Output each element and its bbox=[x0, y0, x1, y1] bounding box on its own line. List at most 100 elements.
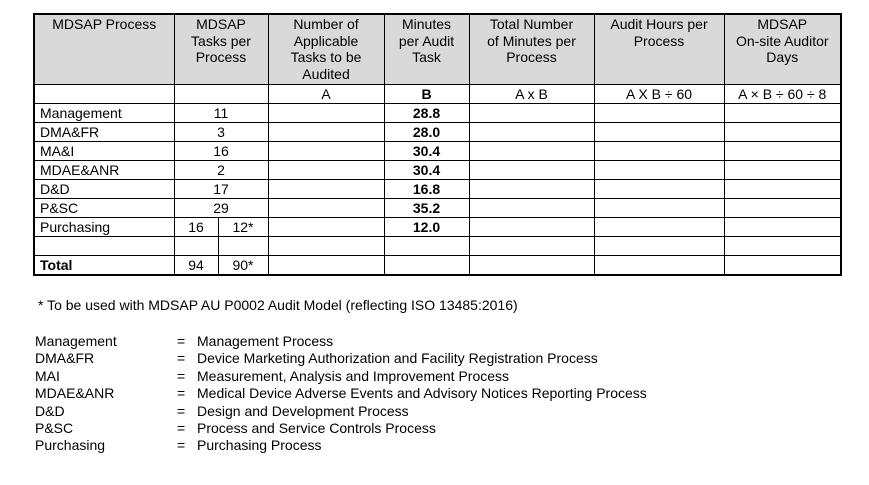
table-row-total: Total 94 90* bbox=[33, 255, 842, 275]
cell-process: Purchasing bbox=[33, 217, 175, 237]
legend-term: MDAE&ANR bbox=[35, 385, 115, 402]
cell-minutes-per-task: 30.4 bbox=[383, 141, 470, 161]
cell-minutes-per-task: 28.8 bbox=[383, 103, 470, 123]
cell-process: Management bbox=[33, 103, 175, 123]
cell-total-minutes bbox=[468, 179, 595, 199]
legend-term: DMA&FR bbox=[35, 350, 95, 367]
cell-minutes-per-task: 28.0 bbox=[383, 122, 470, 142]
legend-equals: = bbox=[177, 333, 186, 349]
legend-definition: Management Process bbox=[197, 333, 334, 349]
legend-term: Purchasing bbox=[35, 437, 106, 454]
cell-applicable-tasks bbox=[267, 122, 385, 142]
col-header-minutes-per-task: Minutes per Audit Task bbox=[383, 13, 470, 85]
mdsap-audit-time-table: MDSAP Process MDSAP Tasks per Process Nu… bbox=[33, 13, 842, 276]
col-header-total-minutes: Total Number of Minutes per Process bbox=[468, 13, 595, 85]
cell-minutes-per-task bbox=[383, 236, 470, 256]
cell-total-minutes bbox=[468, 160, 595, 180]
cell-auditor-days bbox=[723, 198, 842, 218]
cell-total-minutes bbox=[468, 217, 595, 237]
cell-audit-hours bbox=[593, 122, 725, 142]
cell-auditor-days bbox=[723, 141, 842, 161]
legend-row-psc: P&SC = Process and Service Controls Proc… bbox=[35, 420, 647, 437]
cell-applicable-tasks bbox=[267, 236, 385, 256]
cell-auditor-days bbox=[723, 122, 842, 142]
formula-cell-tasks bbox=[173, 84, 269, 104]
cell-process: DMA&FR bbox=[33, 122, 175, 142]
cell-tasks: 16 bbox=[173, 141, 269, 161]
col-header-tasks-per-process: MDSAP Tasks per Process bbox=[173, 13, 269, 85]
cell-tasks-alternate: 12* bbox=[217, 217, 269, 237]
legend-definition: Device Marketing Authorization and Facil… bbox=[197, 350, 598, 367]
legend-equals: = bbox=[177, 385, 186, 402]
cell-audit-hours bbox=[593, 217, 725, 237]
cell-tasks-alternate bbox=[217, 236, 269, 256]
legend-row-dd: D&D = Design and Development Process bbox=[35, 403, 647, 420]
legend-equals: = bbox=[177, 420, 186, 437]
cell-audit-hours bbox=[593, 103, 725, 123]
cell-audit-hours bbox=[593, 141, 725, 161]
cell-total-minutes bbox=[468, 122, 595, 142]
legend-definition: Process and Service Controls Process bbox=[197, 420, 436, 437]
cell-total-minutes bbox=[468, 236, 595, 256]
cell-applicable-tasks bbox=[267, 217, 385, 237]
cell-audit-hours bbox=[593, 236, 725, 256]
table-row-spacer bbox=[33, 236, 842, 256]
legend-row-management: Management = Management Process bbox=[35, 333, 647, 350]
legend-equals: = bbox=[177, 437, 186, 454]
cell-process-total: Total bbox=[33, 255, 175, 275]
abbreviation-legend: Management = Management Process DMA&FR =… bbox=[35, 333, 647, 455]
cell-total-minutes bbox=[468, 103, 595, 123]
formula-cell-process bbox=[33, 84, 175, 104]
legend-row-dmafr: DMA&FR = Device Marketing Authorization … bbox=[35, 350, 647, 367]
col-header-applicable-tasks: Number of Applicable Tasks to be Audited bbox=[267, 13, 385, 85]
formula-cell-applicable-tasks: A bbox=[267, 84, 385, 104]
cell-tasks: 29 bbox=[173, 198, 269, 218]
legend-equals: = bbox=[177, 367, 186, 384]
cell-tasks: 2 bbox=[173, 160, 269, 180]
legend-row-purchasing: Purchasing = Purchasing Process bbox=[35, 437, 647, 454]
footnote-asterisk: * To be used with MDSAP AU P0002 Audit M… bbox=[38, 297, 518, 313]
table-row-dd: D&D 17 16.8 bbox=[33, 179, 842, 199]
table-row-purchasing: Purchasing 16 12* 12.0 bbox=[33, 217, 842, 237]
cell-process: MDAE&ANR bbox=[33, 160, 175, 180]
cell-tasks-alternate: 90* bbox=[217, 255, 269, 275]
cell-tasks-standard: 16 bbox=[173, 217, 219, 237]
cell-process bbox=[33, 236, 175, 256]
cell-audit-hours bbox=[593, 179, 725, 199]
cell-applicable-tasks bbox=[267, 198, 385, 218]
cell-minutes-per-task: 12.0 bbox=[383, 217, 470, 237]
cell-audit-hours bbox=[593, 160, 725, 180]
table-row-psc: P&SC 29 35.2 bbox=[33, 198, 842, 218]
cell-tasks: 17 bbox=[173, 179, 269, 199]
cell-total-minutes bbox=[468, 255, 595, 275]
cell-applicable-tasks bbox=[267, 255, 385, 275]
legend-equals: = bbox=[177, 350, 186, 367]
cell-audit-hours bbox=[593, 198, 725, 218]
table-row-dmafr: DMA&FR 3 28.0 bbox=[33, 122, 842, 142]
legend-term: MAI bbox=[35, 367, 60, 384]
formula-cell-total-minutes: A x B bbox=[468, 84, 595, 104]
legend-definition: Design and Development Process bbox=[197, 402, 409, 419]
cell-total-minutes bbox=[468, 198, 595, 218]
legend-row-mai: MAI = Measurement, Analysis and Improvem… bbox=[35, 368, 647, 385]
cell-minutes-per-task: 35.2 bbox=[383, 198, 470, 218]
cell-minutes-per-task: 16.8 bbox=[383, 179, 470, 199]
legend-term: P&SC bbox=[35, 420, 74, 437]
cell-process: D&D bbox=[33, 179, 175, 199]
cell-auditor-days bbox=[723, 160, 842, 180]
cell-applicable-tasks bbox=[267, 103, 385, 123]
col-header-mdsap-process: MDSAP Process bbox=[33, 13, 175, 85]
cell-total-minutes bbox=[468, 141, 595, 161]
cell-tasks: 3 bbox=[173, 122, 269, 142]
legend-definition: Measurement, Analysis and Improvement Pr… bbox=[197, 367, 510, 384]
cell-minutes-per-task bbox=[383, 255, 470, 275]
legend-definition: Medical Device Adverse Events and Adviso… bbox=[197, 385, 647, 402]
table-row-management: Management 11 28.8 bbox=[33, 103, 842, 123]
cell-process: P&SC bbox=[33, 198, 175, 218]
cell-tasks: 11 bbox=[173, 103, 269, 123]
cell-audit-hours bbox=[593, 255, 725, 275]
cell-tasks-standard bbox=[173, 236, 219, 256]
col-header-auditor-days: MDSAP On-site Auditor Days bbox=[723, 13, 842, 85]
formula-cell-minutes-per-task: B bbox=[383, 84, 470, 104]
